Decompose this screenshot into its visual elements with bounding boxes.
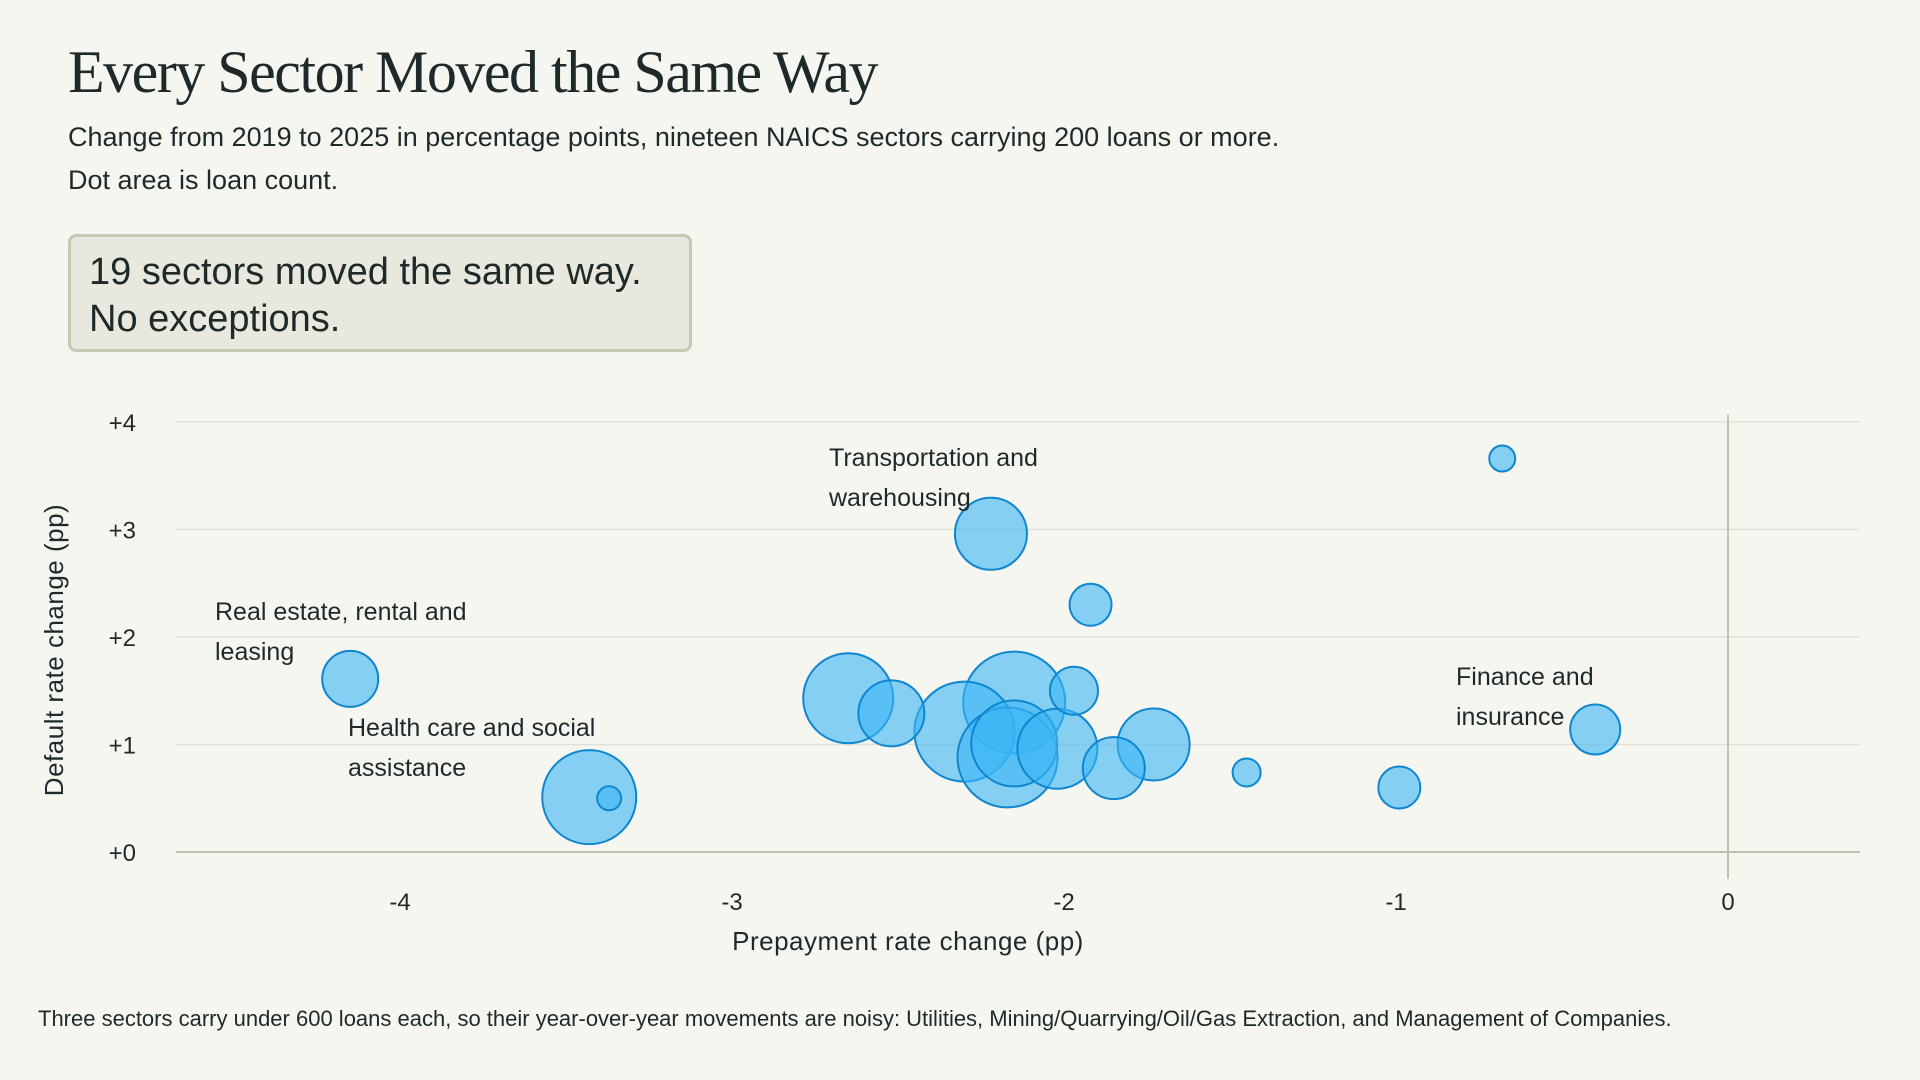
grid-layer [176,414,1860,879]
sector-annotation: Transportation and warehousing [828,444,1038,512]
sector-dot [1068,582,1113,627]
footnote: Three sectors carry under 600 loans each… [38,1006,1672,1031]
y-tick-label: +3 [109,518,136,545]
x-tick-label: 0 [1721,889,1734,916]
labels-layer: Real estate, rental and leasing Health car… [215,444,1594,782]
chart-title: Every Sector Moved the Same Way [68,39,879,105]
sector-annotation-line: assistance [348,754,466,782]
callout-box: 19 sectors moved the same way. No except… [68,234,692,352]
sector-annotation-line: Transportation and [829,444,1038,472]
y-tick-label: +4 [109,410,136,437]
sector-annotation-line: warehousing [828,484,971,512]
x-tick-label: -3 [721,889,742,916]
subtitle-line-2: Dot area is loan count. [68,165,339,195]
sector-dot [1081,736,1146,801]
sector-annotation: Real estate, rental and leasing [215,598,467,666]
sector-annotation-line: insurance [1456,703,1564,731]
scatter-chart: +0 +1 +2 +3 +4 -4 -3 -2 -1 0 Prepayment rate chang… [39,410,1860,956]
sector-dot [541,749,638,846]
axis-layer: +0 +1 +2 +3 +4 -4 -3 -2 -1 0 Prepayment rate chang… [39,410,1735,956]
sector-annotation: Health care and social assistance [348,714,595,782]
y-tick-label: +0 [109,840,136,867]
sector-dot [1231,757,1262,788]
y-tick-label: +2 [109,625,136,652]
sector-dot [1377,765,1422,810]
sector-dot [1048,665,1099,716]
x-tick-label: -4 [389,889,410,916]
sector-annotation: Finance and insurance [1456,663,1594,731]
sector-annotation-line: Finance and [1456,663,1594,691]
dots-layer [321,444,1622,846]
sector-annotation-line: Real estate, rental and [215,598,467,626]
sector-dot [1569,703,1622,756]
sector-dot [1488,444,1517,473]
subtitle-line-1: Change from 2019 to 2025 in percentage p… [68,122,1280,152]
x-axis-title: Prepayment rate change (pp) [732,926,1084,956]
sector-annotation-line: Health care and social [348,714,595,742]
x-tick-label: -2 [1053,889,1074,916]
callout-line-1: 19 sectors moved the same way. [89,251,642,293]
sector-dot [857,679,926,748]
chart-subtitle: Change from 2019 to 2025 in percentage p… [68,116,1568,202]
y-tick-label: +1 [109,733,136,760]
sector-dot [596,785,623,812]
sector-dot [321,649,380,708]
sector-dot [953,496,1028,571]
callout-line-2: No exceptions. [89,298,341,340]
sector-annotation-line: leasing [215,638,294,666]
x-tick-label: -1 [1385,889,1406,916]
y-axis-title: Default rate change (pp) [39,504,69,796]
